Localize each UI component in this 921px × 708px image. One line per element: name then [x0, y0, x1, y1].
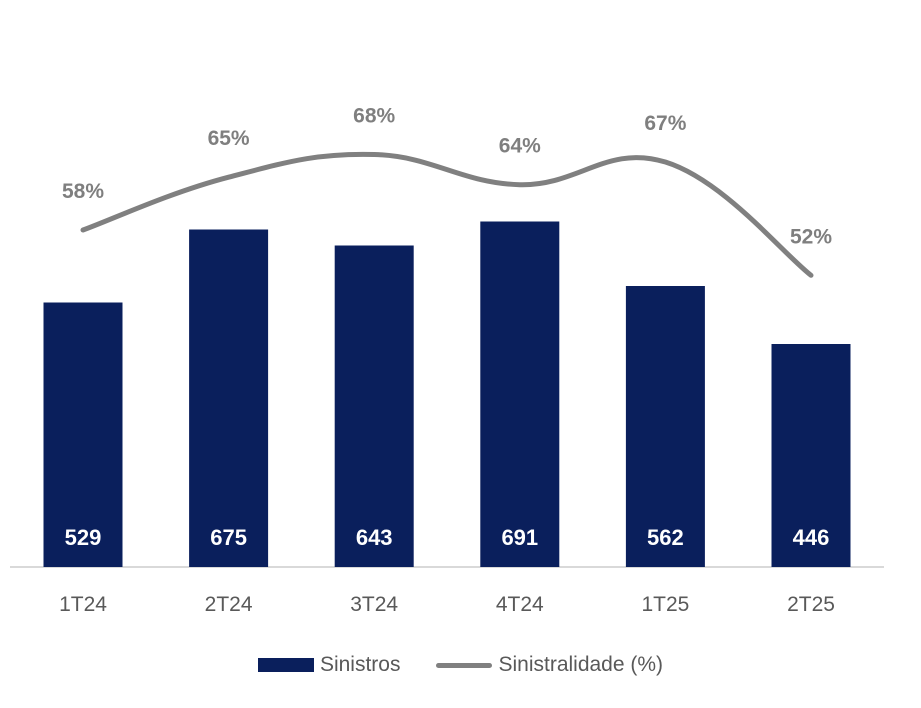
x-tick-label: 1T24: [59, 593, 107, 616]
chart-plot-area: 529 675 643 691 562 446 58% 65% 68% 64% 67% 52% 1T…: [10, 105, 884, 616]
x-axis-tick-labels: 1T24 2T24 3T24 4T24 1T25 2T25: [59, 593, 835, 616]
x-tick-label: 4T24: [496, 593, 544, 616]
line-value-label: 68%: [353, 105, 395, 128]
legend: Sinistros Sinistralidade (%): [0, 648, 921, 682]
legend-label-sinistralidade: Sinistralidade (%): [498, 653, 664, 676]
legend-swatch-line: [436, 662, 493, 668]
bar-data-labels: 529 675 643 691 562 446: [65, 525, 830, 550]
bar-1t24: [43, 302, 123, 567]
line-value-label: 52%: [790, 225, 832, 248]
x-tick-label: 2T25: [787, 593, 835, 616]
bar-value-label: 675: [210, 525, 247, 550]
bar-1t25: [625, 286, 705, 567]
series-line-sinistralidade: [80, 151, 814, 278]
bar-series: [43, 221, 851, 567]
legend-label-sinistros: Sinistros: [319, 653, 401, 676]
x-tick-label: 1T25: [641, 593, 689, 616]
x-tick-label: 2T24: [205, 593, 253, 616]
bar-4t24: [480, 221, 560, 567]
line-value-label: 64%: [499, 135, 541, 158]
legend-swatch-bar: [257, 658, 314, 672]
bar-value-label: 529: [65, 525, 102, 550]
line-data-labels: 58% 65% 68% 64% 67% 52%: [62, 105, 832, 249]
bar-2t24: [189, 229, 269, 567]
bar-3t24: [334, 245, 414, 567]
bar-value-label: 446: [793, 525, 830, 550]
line-value-label: 58%: [62, 180, 104, 203]
legend-item-sinistralidade: Sinistralidade (%): [436, 653, 663, 677]
bar-value-label: 562: [647, 525, 684, 550]
line-value-label: 65%: [208, 127, 250, 150]
legend-item-sinistros: Sinistros: [257, 653, 401, 677]
bar-value-label: 691: [501, 525, 538, 550]
bar-value-label: 643: [356, 525, 393, 550]
bar-2t25: [771, 344, 851, 567]
x-tick-label: 3T24: [350, 593, 398, 616]
line-value-label: 67%: [644, 112, 686, 135]
